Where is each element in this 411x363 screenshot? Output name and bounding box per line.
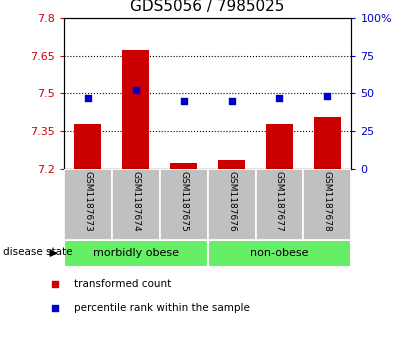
Bar [112,169,159,240]
Bar [159,169,208,240]
Bar [256,169,303,240]
Text: GSM1187675: GSM1187675 [179,171,188,232]
Text: GSM1187673: GSM1187673 [83,171,92,232]
Point [180,98,187,104]
Bar [208,240,351,267]
Text: percentile rank within the sample: percentile rank within the sample [74,303,250,313]
Bar [218,160,245,169]
Bar [171,163,197,169]
Bar [74,124,101,169]
Text: GSM1187677: GSM1187677 [275,171,284,232]
Point [132,87,139,93]
Bar [64,240,208,267]
Bar [122,49,149,169]
Text: GSM1187674: GSM1187674 [131,171,140,232]
Bar [64,169,112,240]
Text: GSM1187676: GSM1187676 [227,171,236,232]
Point [228,98,235,104]
Text: morbidly obese: morbidly obese [92,248,179,258]
Point [276,95,283,101]
Point [84,95,91,101]
Title: GDS5056 / 7985025: GDS5056 / 7985025 [130,0,285,14]
Point [324,94,331,99]
Text: transformed count: transformed count [74,279,171,289]
Point [52,281,59,287]
Bar [314,117,341,169]
Point [52,305,59,311]
Text: GSM1187678: GSM1187678 [323,171,332,232]
Bar [266,124,293,169]
Bar [208,169,256,240]
Text: non-obese: non-obese [250,248,309,258]
Text: disease state: disease state [3,247,73,257]
Bar [303,169,351,240]
